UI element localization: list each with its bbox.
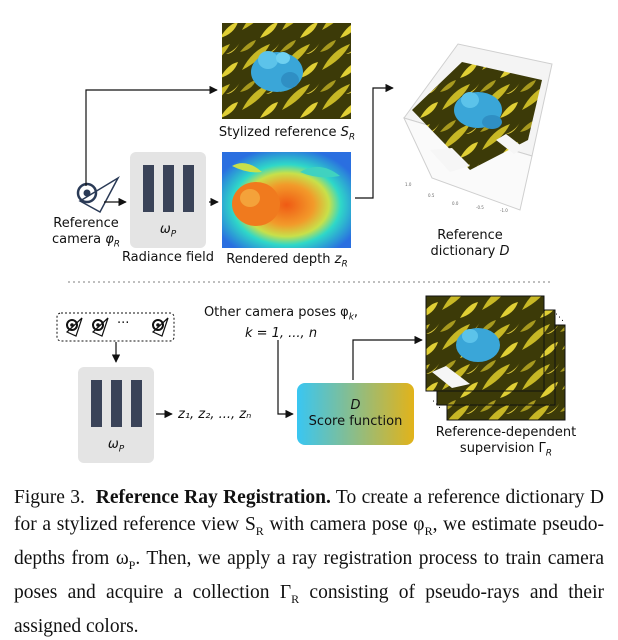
caption-title: Reference Ray Registration. (95, 487, 331, 508)
reference-camera-label: Reference camera φR (51, 216, 121, 250)
supervision-image-stack: ⋱ ⋱ (425, 295, 566, 421)
plot-tick: 1.0 (405, 182, 412, 187)
pseudo-depths-label: z₁, z₂, ..., zₙ (178, 407, 252, 422)
rendered-depth-label: Rendered depth zR (226, 252, 348, 270)
radiance-field-label: Radiance field (121, 250, 215, 265)
score-function-label: D Score function (308, 398, 403, 429)
diagram: 1.0 0.5 0.0 -0.5 -1.0 (56, 23, 566, 463)
stylized-reference-label: Stylized reference SR (218, 125, 356, 143)
stylized-reference-image (222, 23, 351, 119)
radiance-field-panel (130, 152, 206, 248)
other-camera-poses-label: Other camera poses φk, k = 1, ..., n (203, 305, 359, 341)
plot-tick: -1.0 (500, 208, 508, 213)
reference-camera-icon (76, 175, 120, 214)
rendered-depth-image (222, 152, 351, 248)
figure-number: Figure 3. (14, 487, 85, 508)
top-connectors (85, 83, 394, 207)
plot-tick: 0.5 (428, 193, 435, 198)
radiance-field-omega: ωP (159, 222, 177, 240)
camera-icon (151, 317, 169, 337)
camera-icon (91, 317, 109, 337)
supervision-label: Reference-dependent supervision ΓR (435, 425, 577, 459)
figure-caption: Figure 3. Reference Ray Registration. To… (14, 487, 605, 637)
reference-dictionary-plot (403, 43, 553, 211)
radiance-field-panel-bottom (78, 367, 154, 463)
score-function-box (297, 383, 414, 445)
radiance-field-omega-bottom: ωP (107, 437, 125, 455)
plot-tick: -0.5 (476, 205, 484, 210)
bottom-connectors (111, 335, 423, 419)
camera-dots: ··· (117, 316, 130, 331)
reference-dictionary-label: Reference dictionary D (430, 228, 510, 259)
camera-icon (65, 317, 83, 337)
svg-text:⋱: ⋱ (432, 400, 441, 410)
camera-poses-box (56, 312, 175, 342)
svg-text:⋱: ⋱ (555, 313, 564, 323)
plot-tick: 0.0 (452, 201, 459, 206)
